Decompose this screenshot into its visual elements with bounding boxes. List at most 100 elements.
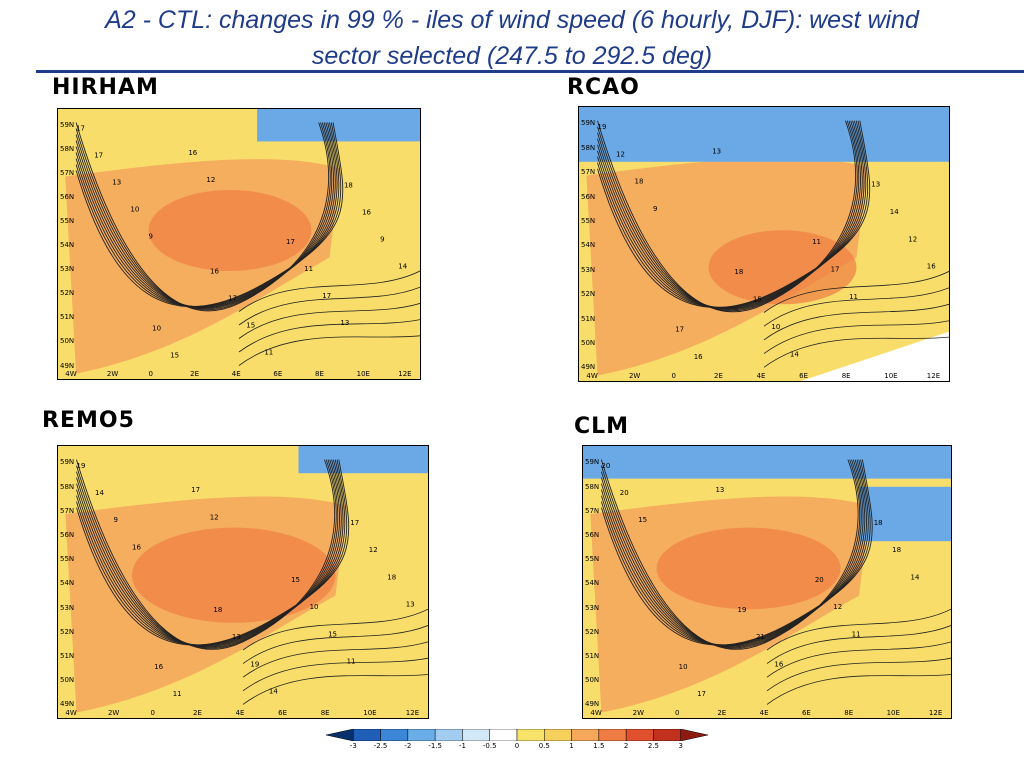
contour-label: 11	[264, 349, 273, 357]
contour-label: 14	[890, 208, 899, 216]
contour-line	[76, 459, 348, 646]
colorbar-tick-label: 3	[678, 742, 683, 750]
contour-label: 17	[94, 152, 103, 160]
longitude-label: 12E	[405, 709, 420, 717]
map-field: 17 16 18 10 17 17 17 16 15 11 13 15 9 16 17 10 11 14 12 13 9	[58, 109, 420, 379]
latitude-label: 52N	[60, 627, 75, 636]
colorbar-tick-label: 2	[623, 742, 629, 750]
contour-label: 17	[322, 292, 331, 300]
contour-label: 13	[232, 633, 241, 641]
contour-label: 17	[76, 125, 85, 133]
contour-line	[763, 320, 949, 354]
latitude-label: 54N	[581, 241, 596, 250]
longitude-label: 4W	[65, 709, 77, 717]
colorbar-tick-label: 0.5	[538, 742, 550, 750]
contour-label: 18	[387, 573, 396, 581]
longitude-label: 6E	[801, 709, 811, 717]
missing-data-region	[801, 331, 949, 381]
contour-label: 11	[173, 690, 182, 698]
high-change-region	[132, 527, 336, 623]
contour-line	[76, 459, 340, 647]
colorbar-tick-label: -3	[349, 742, 357, 750]
contour-label: 18	[213, 606, 222, 614]
latitude-label: 57N	[60, 506, 75, 515]
contour-line	[600, 459, 859, 650]
contour-label: 20	[601, 462, 610, 470]
longitude-label: 0	[671, 372, 676, 380]
latitude-label: 56N	[581, 192, 596, 201]
latitude-label: 52N	[581, 290, 596, 299]
contour-label: 21	[756, 633, 765, 641]
longitude-label: 2W	[106, 370, 119, 378]
contour-label: 9	[653, 205, 657, 213]
longitude-label: 10E	[363, 709, 377, 717]
contour-line	[763, 287, 949, 327]
latitude-label: 55N	[60, 217, 75, 226]
colorbar-segment	[462, 729, 490, 741]
colorbar-segment	[434, 729, 463, 741]
contour-line	[242, 608, 428, 651]
contour-label: 18	[874, 519, 883, 527]
contour-label: 10	[310, 603, 319, 611]
contour-label: 12	[210, 513, 219, 521]
contour-label: 16	[927, 263, 936, 271]
contour-label: 19	[738, 606, 747, 614]
latitude-label: 53N	[585, 603, 600, 612]
contour-label: 18	[344, 181, 353, 189]
contour-line	[238, 335, 420, 366]
contour-line	[766, 608, 951, 651]
map-panel-rcao: 19 18 13 17 11 12 15 14 16 17 18 10 12 13 11 9 14 16 59N 58…	[578, 106, 950, 382]
longitude-label: 8E	[841, 372, 851, 380]
panel-label-hirham: HIRHAM	[52, 75, 159, 100]
longitude-label: 2W	[628, 372, 641, 380]
longitude-label: 12E	[398, 370, 412, 378]
contour-line	[600, 459, 869, 646]
contour-label: 18	[635, 178, 644, 186]
longitude-label: 4W	[586, 372, 598, 380]
contour-label: 14	[911, 573, 920, 581]
contour-label: 13	[406, 600, 415, 608]
map-panel-remo5: 19 18 17 16 15 14 13 12 11 10 9 19 18 17 15 16 14 13 12 11 5…	[57, 445, 429, 719]
latitude-label: 50N	[581, 338, 596, 347]
latitude-label: 50N	[60, 676, 75, 685]
colorbar-tick-label: -2	[404, 742, 412, 750]
latitude-label: 51N	[60, 313, 75, 322]
latitude-label: 55N	[585, 555, 600, 564]
latitude-label: 51N	[581, 314, 596, 323]
contour-label: 20	[620, 489, 629, 497]
colorbar-tick-label: 1.5	[593, 742, 605, 750]
colorbar-tick-label: 1	[569, 742, 574, 750]
longitude-label: 0	[148, 370, 153, 378]
latitude-label: 53N	[60, 603, 75, 612]
contour-label: 10	[771, 323, 780, 331]
contour-label: 15	[638, 516, 647, 524]
contour-line	[242, 625, 428, 664]
contour-line	[763, 336, 949, 368]
longitude-label: 2E	[717, 709, 727, 717]
contour-line	[600, 459, 867, 646]
contour-label: 16	[694, 353, 703, 361]
latitude-label: 58N	[60, 482, 75, 491]
latitude-label: 54N	[60, 241, 75, 250]
contour-label: 14	[95, 489, 104, 497]
contour-label: 19	[598, 123, 607, 131]
panel-label-remo5: REMO5	[42, 408, 135, 433]
colorbar-segment	[489, 729, 518, 741]
contour-line	[75, 122, 338, 308]
latitude-label: 59N	[581, 119, 596, 128]
contour-label: 9	[114, 516, 118, 524]
contour-label: 14	[269, 688, 278, 696]
contour-line	[76, 459, 350, 646]
longitude-label: 12E	[928, 709, 943, 717]
contour-label: 13	[871, 180, 880, 188]
contour-line	[76, 459, 339, 648]
colorbar	[326, 729, 708, 741]
longitude-label: 2W	[107, 709, 120, 717]
title-underline	[36, 70, 1024, 73]
contour-line	[75, 122, 331, 311]
colorbar-segment	[625, 729, 654, 741]
colorbar-tick-label: -1	[458, 742, 466, 750]
contour-line	[238, 319, 420, 353]
contour-label: 16	[774, 660, 783, 668]
contour-label: 11	[347, 658, 356, 666]
